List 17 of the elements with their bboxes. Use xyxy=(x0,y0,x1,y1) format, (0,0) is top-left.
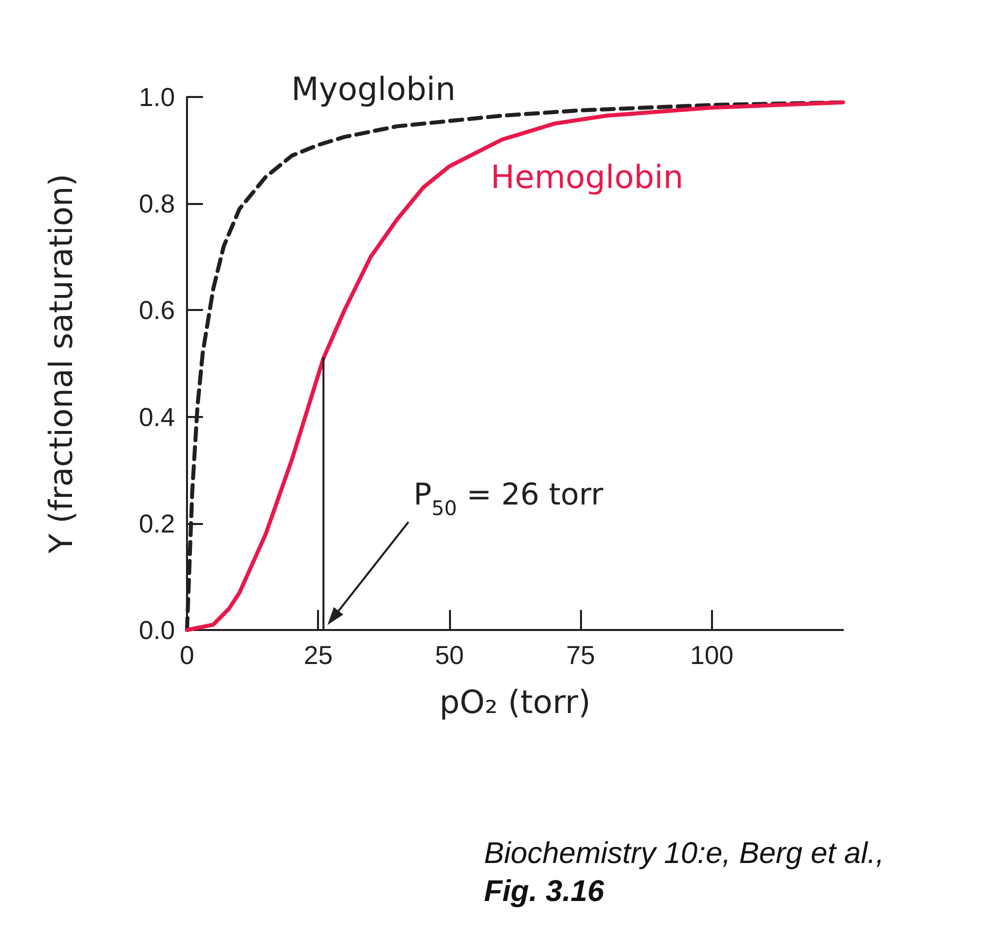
x-axis-title: pO₂ (torr) xyxy=(439,683,591,721)
y-axis-title: Y (fractional saturation) xyxy=(42,174,80,554)
x-tick-label: 75 xyxy=(566,640,596,670)
series-label: Myoglobin xyxy=(291,70,456,108)
x-tick-label: 0 xyxy=(180,640,194,670)
x-tick-label: 100 xyxy=(690,640,734,670)
text: Biochemistry 10:e, Berg et al., xyxy=(484,836,884,872)
x-tick-label: 25 xyxy=(304,640,333,670)
y-tick-label: 0.0 xyxy=(138,615,175,645)
y-tick-label: 0.4 xyxy=(138,402,175,432)
caption: Fig. 3.16 xyxy=(484,874,606,910)
y-tick-label: 0.6 xyxy=(138,295,175,326)
y-tick-label: 0.2 xyxy=(138,508,175,538)
series-label: Hemoglobin xyxy=(490,158,684,196)
x-tick-label: 50 xyxy=(434,640,464,670)
y-tick-label: 0.8 xyxy=(138,188,175,219)
y-tick-label: 1.0 xyxy=(138,82,175,112)
